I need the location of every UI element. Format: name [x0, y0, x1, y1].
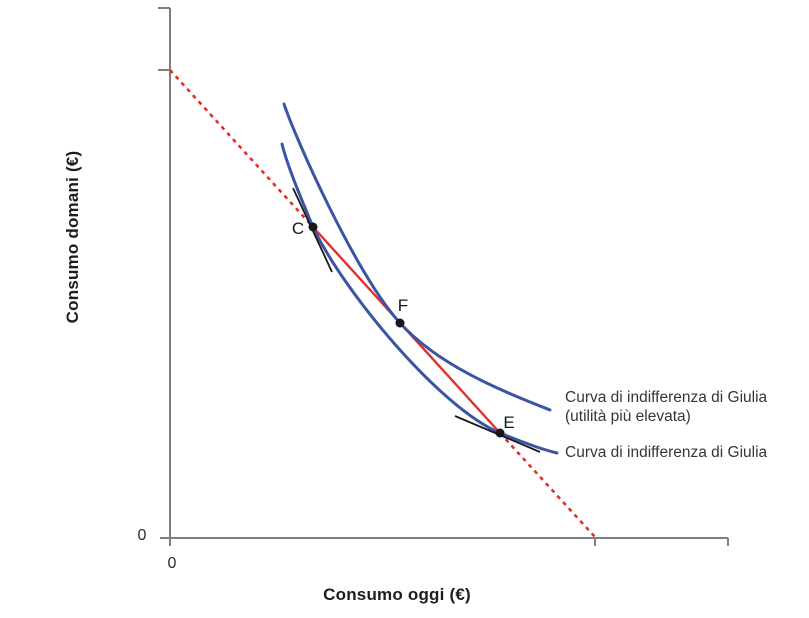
budget-line-dashed-lower: [499, 432, 596, 538]
x-axis-title: Consumo oggi (€): [323, 585, 471, 604]
curve-label-lower: Curva di indifferenza di Giulia: [565, 444, 768, 461]
indifference-curve-upper: [282, 102, 552, 412]
point-dot-e: [495, 428, 505, 438]
curve-label-upper: Curva di indifferenza di Giulia (utilità…: [565, 388, 767, 426]
indifference-curve-lower: [280, 142, 559, 455]
y-axis-zero-label: 0: [137, 527, 147, 544]
axes: [158, 7, 729, 546]
point-label-c: C: [291, 219, 305, 238]
point-label-e: E: [503, 413, 515, 432]
budget-line: [169, 69, 596, 538]
curve-label-upper-line2: (utilità più elevata): [565, 408, 691, 425]
y-axis-title: Consumo domani (€): [63, 150, 82, 324]
curve-label-upper-line1: Curva di indifferenza di Giulia: [565, 389, 768, 406]
point-dot-f: [395, 318, 405, 328]
point-dot-c: [308, 222, 318, 232]
budget-line-dashed-upper: [169, 69, 314, 228]
point-label-f: F: [397, 296, 409, 315]
x-axis-zero-label: 0: [167, 555, 177, 572]
